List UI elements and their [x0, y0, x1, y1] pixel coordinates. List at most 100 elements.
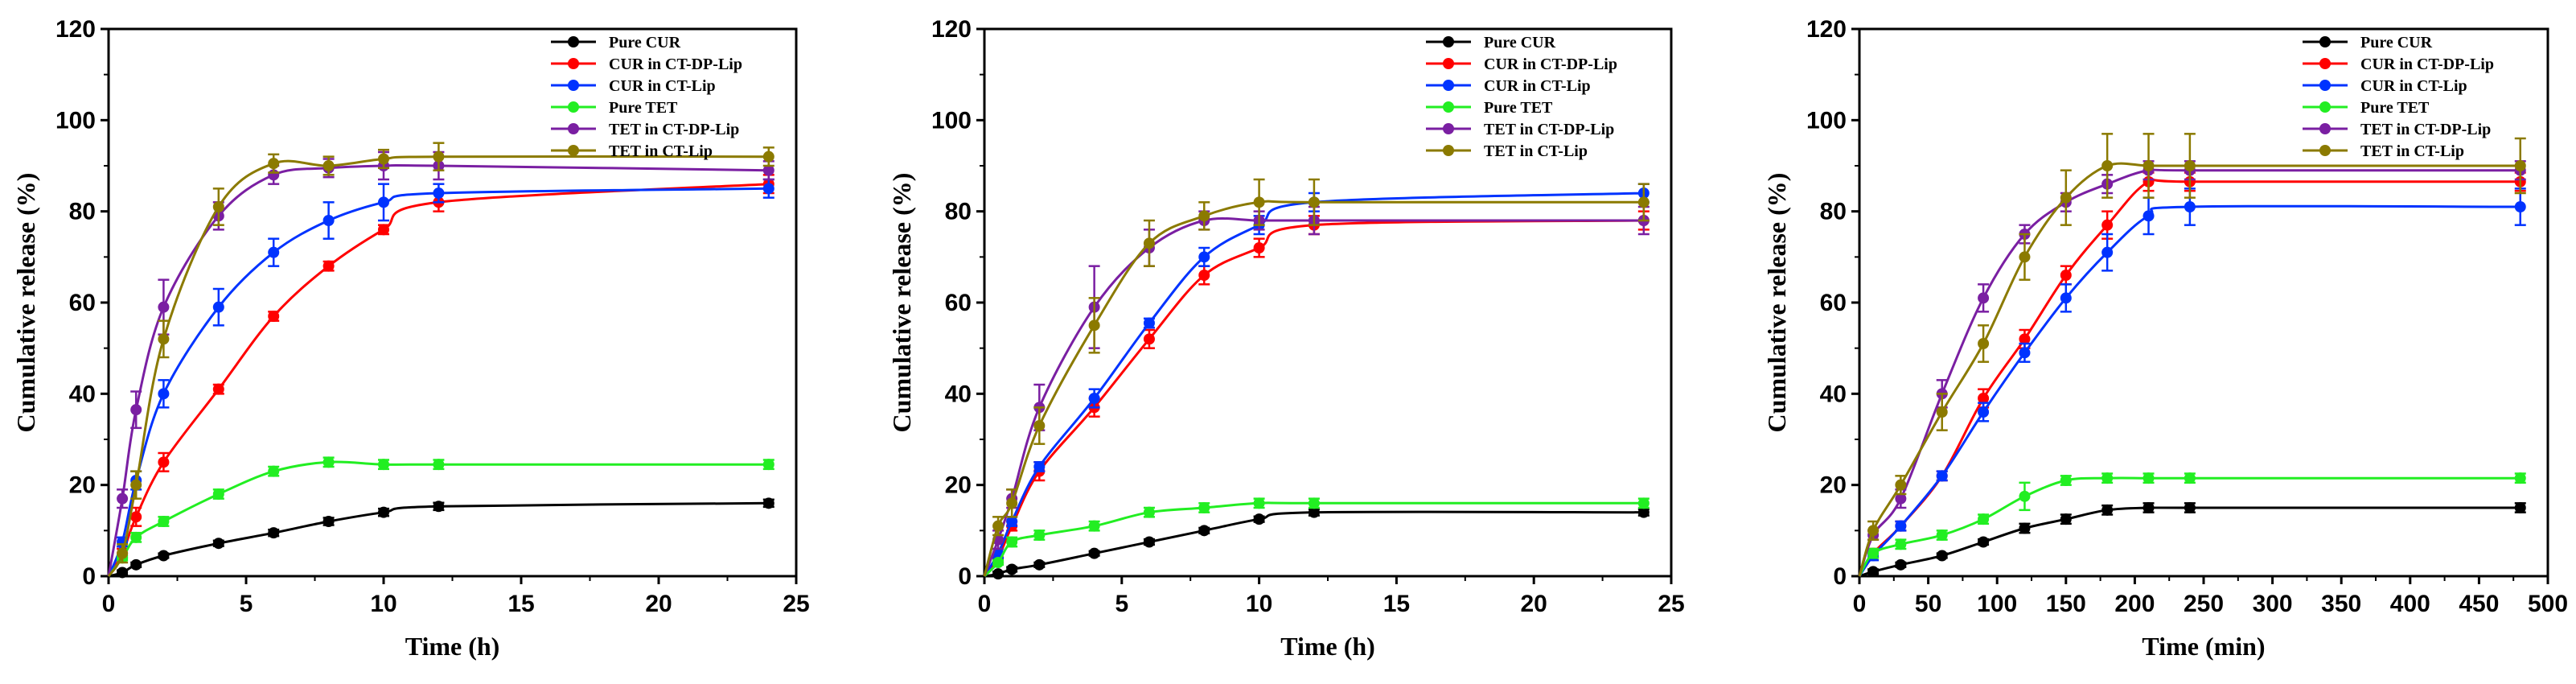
- data-point: [1198, 210, 1210, 222]
- data-point: [992, 520, 1005, 532]
- series-line: [1858, 177, 2521, 577]
- data-point: [1978, 406, 1990, 418]
- series-1: [984, 506, 1650, 580]
- y-tick-label: 20: [1820, 472, 1847, 499]
- y-tick-label: 80: [1820, 199, 1847, 225]
- data-point: [1198, 270, 1210, 281]
- x-tick-label: 25: [1658, 591, 1684, 617]
- series-line: [1859, 506, 2521, 578]
- data-point: [433, 187, 445, 199]
- legend-label: CUR in CT-Lip: [609, 77, 716, 95]
- y-tick-label: 120: [1806, 16, 1847, 43]
- data-point: [323, 260, 335, 272]
- data-point: [433, 501, 445, 513]
- data-point: [1637, 497, 1650, 509]
- y-tick-label: 40: [1820, 381, 1847, 407]
- chart-panel-1: 0 5 10 15 20 25 0 20 40 60 80 100 120 Time (h) Cumulat…: [11, 16, 810, 661]
- data-point: [1006, 516, 1018, 527]
- data-point: [2019, 251, 2031, 263]
- legend: Pure CUR CUR in CT-DP-Lip CUR in CT-Lip Pur…: [551, 34, 742, 160]
- legend-label: Pure TET: [2360, 99, 2430, 117]
- data-point: [762, 150, 774, 163]
- data-point: [1637, 506, 1650, 518]
- legend-label: CUR in CT-DP-Lip: [609, 56, 742, 73]
- data-point: [433, 150, 445, 163]
- x-tick-label: 50: [1915, 591, 1941, 617]
- series-4: [1858, 472, 2526, 577]
- data-point: [1143, 333, 1155, 345]
- data-point: [130, 511, 142, 523]
- legend-marker: [2319, 36, 2331, 47]
- legend-label: TET in CT-Lip: [609, 142, 713, 160]
- data-point: [1978, 513, 1990, 525]
- data-point: [2184, 502, 2196, 513]
- x-tick-label: 15: [1383, 591, 1410, 617]
- legend-marker: [2319, 80, 2331, 91]
- series-6: [1858, 133, 2526, 577]
- data-point: [1895, 492, 1907, 505]
- data-point: [1308, 497, 1320, 509]
- data-point: [268, 527, 280, 539]
- data-point: [2060, 192, 2072, 204]
- data-point: [1143, 536, 1155, 548]
- data-point: [2101, 160, 2114, 171]
- x-tick-label: 10: [370, 591, 396, 617]
- data-point: [1253, 196, 1265, 208]
- data-point: [762, 497, 774, 509]
- y-tick-label: 80: [945, 199, 972, 225]
- series-1: [108, 497, 774, 579]
- data-point: [117, 547, 129, 559]
- y-axis-title: Cumulative release (%): [1762, 173, 1791, 433]
- legend-label: TET in CT-DP-Lip: [1484, 121, 1614, 138]
- data-point: [130, 404, 142, 416]
- data-point: [1198, 251, 1210, 263]
- data-point: [378, 153, 389, 165]
- series-line: [107, 187, 769, 577]
- y-tick-label: 100: [55, 107, 96, 134]
- legend-marker: [1443, 145, 1454, 156]
- legend-label: CUR in CT-Lip: [1484, 77, 1591, 95]
- data-point: [1936, 550, 1948, 562]
- data-point: [2184, 472, 2196, 484]
- data-point: [268, 158, 280, 170]
- series-4: [983, 497, 1650, 578]
- data-point: [1033, 420, 1046, 431]
- data-point: [1033, 558, 1046, 571]
- data-point: [378, 459, 389, 471]
- data-point: [1143, 317, 1155, 329]
- y-tick-label: 80: [69, 199, 96, 225]
- data-point: [992, 568, 1005, 580]
- data-point: [323, 215, 335, 226]
- series-3: [107, 178, 774, 577]
- data-point: [1936, 406, 1948, 418]
- legend-marker: [568, 101, 579, 113]
- legend-marker: [1443, 123, 1454, 134]
- x-tick-label: 0: [102, 591, 116, 617]
- x-tick-label: 0: [1853, 591, 1867, 617]
- data-point: [1936, 529, 1948, 541]
- x-axis-title: Time (min): [2142, 632, 2265, 661]
- series-6: [107, 142, 774, 577]
- legend-marker: [568, 36, 579, 47]
- legend-label: Pure CUR: [1484, 34, 1556, 52]
- series-4: [107, 456, 774, 577]
- plot-frame: [107, 27, 798, 578]
- data-point: [762, 183, 774, 195]
- x-tick-label: 300: [2253, 591, 2293, 617]
- data-point: [1088, 393, 1100, 404]
- x-tick-label: 350: [2321, 591, 2361, 617]
- data-point: [158, 333, 170, 345]
- data-point: [1978, 292, 1990, 304]
- data-point: [1088, 319, 1100, 332]
- legend-label: Pure TET: [1484, 99, 1553, 117]
- y-tick-label: 0: [82, 563, 96, 590]
- x-tick-label: 100: [1977, 591, 2017, 617]
- data-point: [1978, 393, 1990, 404]
- data-point: [2143, 472, 2155, 484]
- series-line: [107, 460, 769, 577]
- series-2: [983, 210, 1650, 577]
- data-point: [2101, 246, 2114, 258]
- data-point: [212, 488, 224, 500]
- data-point: [1637, 196, 1650, 208]
